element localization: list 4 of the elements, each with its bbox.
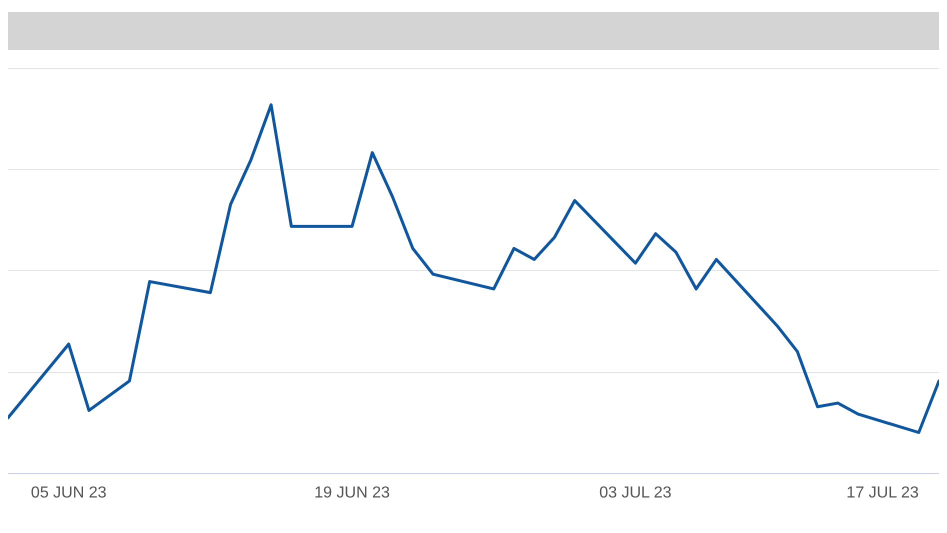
x-tick-label: 17 JUL 23 — [846, 484, 919, 502]
x-tick-label: 03 JUL 23 — [599, 484, 672, 502]
x-tick-label: 19 JUN 23 — [314, 484, 390, 502]
x-tick-label: 05 JUN 23 — [30, 484, 107, 502]
